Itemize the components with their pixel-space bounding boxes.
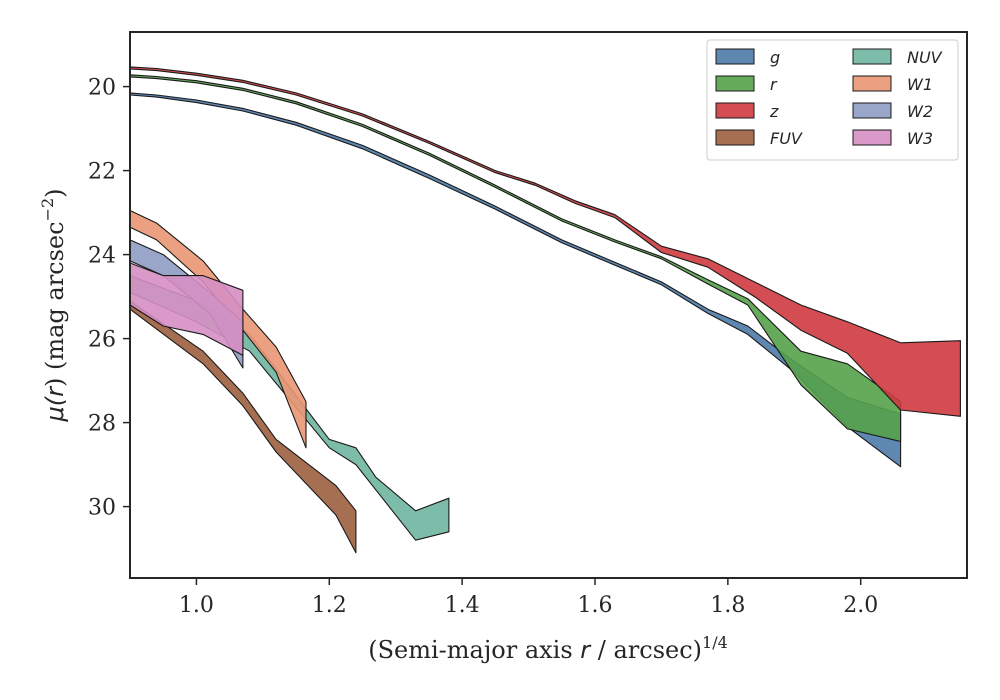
- legend-label-nuv: NUV: [907, 48, 943, 67]
- y-axis-label: μ(r) (mag arcsec−2): [38, 188, 69, 422]
- legend-swatch-nuv: [852, 48, 892, 65]
- legend-swatch-fuv: [715, 129, 755, 146]
- y-tick-label: 24: [88, 244, 116, 269]
- x-tick-label: 1.8: [710, 593, 745, 618]
- band-w2: [129, 239, 244, 369]
- x-tick-label: 1.4: [445, 593, 480, 618]
- x-tick-label: 1.2: [312, 593, 347, 618]
- x-tick-label: 1.6: [578, 593, 613, 618]
- legend-frame: [706, 39, 959, 161]
- y-axis: 20 22 24 26 28 30: [88, 76, 130, 521]
- legend-label-fuv: FUV: [770, 129, 803, 148]
- legend-swatch-r: [715, 75, 755, 92]
- legend: grz FUV NUV W1 W2 W3: [706, 39, 959, 161]
- legend-label-w2: W2: [907, 102, 933, 121]
- y-tick-label: 28: [88, 412, 116, 437]
- legend-swatch-w1: [852, 75, 892, 92]
- plot-frame: [129, 31, 968, 579]
- band-z: [129, 66, 961, 417]
- band-w3: [129, 262, 244, 356]
- legend-label-z: z: [769, 102, 779, 121]
- band-g: [129, 92, 902, 468]
- x-axis: 1.0 1.2 1.4 1.6 1.8 2.0: [179, 578, 878, 618]
- legend-label-g: g: [770, 48, 780, 67]
- band-w1: [129, 209, 307, 449]
- y-tick-label: 26: [88, 328, 116, 353]
- legend-swatch-g: [715, 48, 755, 65]
- y-tick-label: 22: [88, 160, 116, 185]
- legend-swatch-w3: [852, 129, 892, 146]
- x-axis-label: (Semi-major axis r / arcsec)1/4: [368, 633, 728, 664]
- y-tick-label: 30: [88, 496, 116, 521]
- legend-swatch-w2: [852, 102, 892, 119]
- band-fuv: [129, 300, 357, 554]
- legend-swatch-z: [715, 102, 755, 119]
- legend-label-r: r: [770, 75, 778, 94]
- y-tick-label: 20: [88, 76, 116, 101]
- band-r: [129, 74, 902, 443]
- legend-label-w3: W3: [907, 129, 933, 148]
- bands-layer: [129, 66, 961, 554]
- legend-label-w1: W1: [907, 75, 933, 94]
- x-tick-label: 2.0: [843, 593, 878, 618]
- x-tick-label: 1.0: [179, 593, 214, 618]
